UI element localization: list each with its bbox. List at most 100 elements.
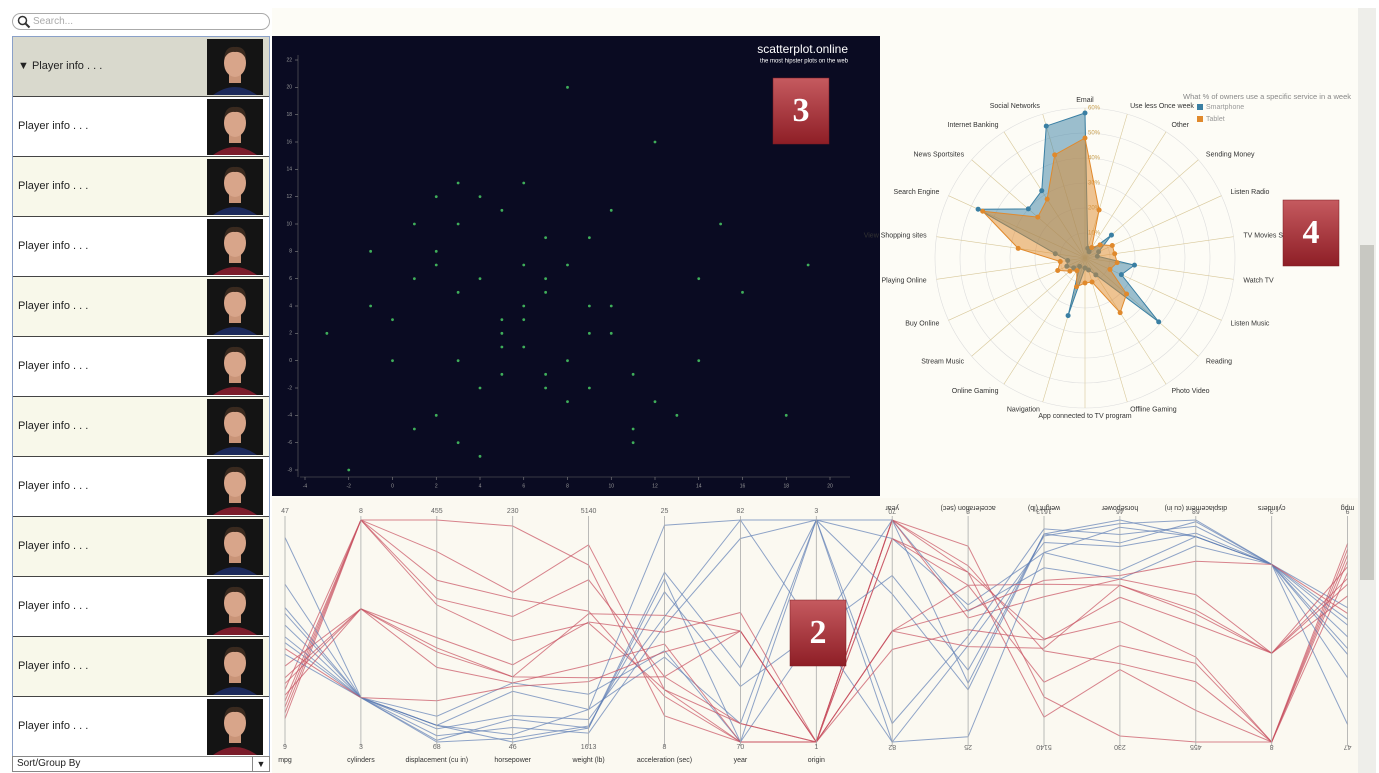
scatter-point: [566, 263, 569, 267]
photo-neck: [229, 73, 241, 83]
scatter-point: [544, 290, 548, 294]
photo-hair: [224, 166, 246, 179]
photo-shirt: [213, 567, 257, 575]
scatter-point: [456, 181, 460, 185]
search-box[interactable]: Search...: [12, 13, 270, 30]
axis-name: acceleration (sec): [637, 757, 692, 764]
y-tick-label: 16: [286, 139, 292, 145]
axis-name: cylinders: [1257, 504, 1285, 511]
radar-point: [975, 206, 981, 212]
sort-label: Sort/Group By: [17, 758, 81, 769]
scatter-point: [566, 359, 569, 363]
player-row[interactable]: Player info . . .: [13, 217, 269, 277]
axis-max-label: 9: [1346, 507, 1350, 514]
scatter-point: [478, 386, 482, 390]
player-photo: [207, 39, 263, 95]
radar-category: Playing Online: [881, 277, 926, 284]
search-icon: [17, 15, 31, 29]
player-label: ▼ Player info . . .: [18, 60, 103, 72]
photo-neck: [229, 253, 241, 263]
axis-max-label: 455: [431, 508, 443, 515]
player-row[interactable]: ▼ Player info . . .: [13, 37, 269, 97]
legend-swatch: [1197, 104, 1203, 110]
axis-name: origin: [808, 757, 825, 764]
photo-face: [224, 169, 246, 197]
photo-face: [224, 109, 246, 137]
axis-min-label: 68: [433, 744, 441, 751]
scatter-point: [391, 318, 394, 322]
player-row[interactable]: Player info . . .: [13, 517, 269, 577]
axis-max-label: 8: [966, 507, 970, 514]
x-tick-label: 14: [696, 483, 702, 489]
scatter-point: [434, 413, 438, 417]
radar-category: Listen Music: [1231, 320, 1270, 327]
radar-point: [1035, 214, 1041, 220]
player-row[interactable]: Player info . . .: [13, 397, 269, 457]
scatter-point: [609, 208, 613, 212]
scatter-point: [784, 413, 788, 417]
player-row[interactable]: Player info . . .: [13, 277, 269, 337]
photo-hair: [224, 346, 246, 359]
axis-name: displacement (cu in): [1164, 504, 1227, 511]
player-row[interactable]: Player info . . .: [13, 97, 269, 157]
scatter-point: [631, 441, 635, 445]
scatter-point: [478, 195, 482, 199]
axis-min-label: 82: [888, 743, 896, 750]
player-row[interactable]: Player info . . .: [13, 577, 269, 637]
scatter-title: scatterplot.online: [757, 42, 848, 56]
photo-face: [224, 289, 246, 317]
y-tick-label: 18: [286, 112, 292, 118]
axis-max-label: 82: [737, 508, 745, 515]
radar-point: [1089, 244, 1095, 250]
radar-point: [1039, 188, 1045, 194]
axis-name: horsepower: [494, 757, 531, 764]
radar-point: [1074, 284, 1080, 290]
axis-max-label: 230: [507, 508, 519, 515]
photo-shirt: [213, 207, 257, 215]
radar-category: View Shopping sites: [864, 232, 927, 239]
scatter-point: [587, 331, 591, 335]
radar-point: [1108, 232, 1114, 238]
scroll-thumb[interactable]: [1360, 245, 1374, 580]
sort-select[interactable]: Sort/Group By ▼: [12, 756, 270, 772]
player-label: Player info . . .: [18, 180, 89, 192]
player-row[interactable]: Player info . . .: [13, 337, 269, 397]
photo-face: [224, 529, 246, 557]
radar-point: [1114, 260, 1120, 266]
scatter-point: [609, 331, 613, 335]
radar-tick-label: 40%: [1088, 156, 1101, 162]
photo-neck: [229, 373, 241, 383]
radar-point: [1044, 196, 1050, 202]
player-row[interactable]: Player info . . .: [13, 157, 269, 217]
radar-spoke: [1084, 131, 1167, 259]
dropdown-arrow[interactable]: ▼: [252, 757, 269, 771]
radar-point: [1109, 243, 1115, 249]
radar-point: [1082, 110, 1088, 116]
x-tick-label: 16: [740, 483, 746, 489]
legend-label: Smartphone: [1206, 104, 1244, 111]
photo-hair: [224, 226, 246, 239]
radar-point: [1015, 245, 1021, 251]
axis-name: mpg: [1341, 504, 1355, 511]
y-tick-label: 0: [289, 358, 292, 364]
player-row[interactable]: Player info . . .: [13, 637, 269, 697]
search-placeholder: Search...: [33, 16, 74, 27]
player-row[interactable]: Player info . . .: [13, 697, 269, 757]
photo-neck: [229, 193, 241, 203]
radar-point: [1097, 242, 1103, 248]
axis-max-label: 70: [888, 507, 896, 514]
axis-max-label: 1613: [1036, 507, 1052, 514]
scatter-point: [434, 249, 438, 253]
player-photo: [207, 519, 263, 575]
player-row[interactable]: Player info . . .: [13, 457, 269, 517]
axis-min-label: 8: [663, 744, 667, 751]
photo-hair: [224, 106, 246, 119]
x-tick-label: 18: [783, 483, 789, 489]
photo-shirt: [213, 507, 257, 515]
player-label: Player info . . .: [18, 120, 89, 132]
y-tick-label: 14: [286, 167, 292, 173]
axis-name: horsepower: [1101, 504, 1138, 511]
scatter-point: [697, 277, 701, 281]
photo-hair: [224, 586, 246, 599]
